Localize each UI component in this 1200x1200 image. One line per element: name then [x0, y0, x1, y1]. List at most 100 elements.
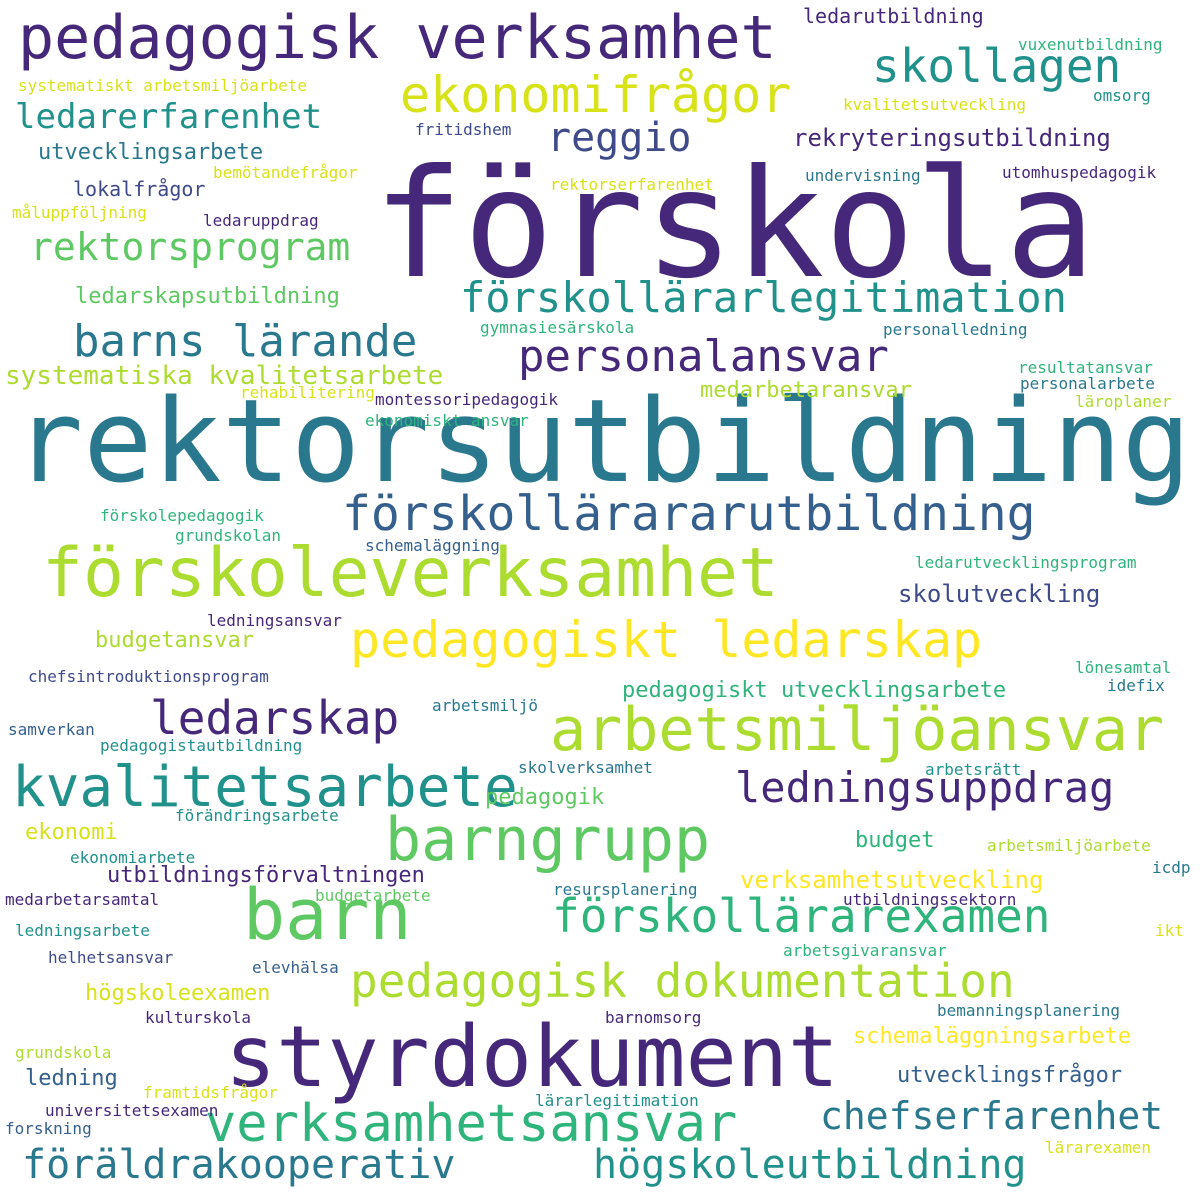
word-pedagogistautbildning: pedagogistautbildning: [100, 736, 303, 755]
word-hogskoleexamen: högskoleexamen: [85, 981, 271, 1006]
word-ledarutbildning: ledarutbildning: [803, 4, 984, 28]
word-schemalaggning: schemaläggning: [365, 536, 500, 555]
word-ledarskapsutbildning: ledarskapsutbildning: [75, 284, 340, 309]
word-skolutveckling: skolutveckling: [898, 580, 1101, 608]
word-bemanningsplanering: bemanningsplanering: [937, 1001, 1121, 1020]
word-resursplanering: resursplanering: [553, 880, 698, 899]
word-barnomsorg: barnomsorg: [605, 1008, 702, 1027]
word-bemotandefragor: bemötandefrågor: [213, 163, 358, 182]
word-ekonomiskt-ansvar: ekonomiskt ansvar: [365, 411, 529, 430]
word-medarbetarsamtal: medarbetarsamtal: [5, 890, 160, 909]
word-verksamhetsansvar: verksamhetsansvar: [205, 1094, 738, 1154]
word-universitetsexamen: universitetsexamen: [45, 1101, 219, 1120]
word-ikt: ikt: [1155, 921, 1184, 940]
word-chefsintroduktionsprogram: chefsintroduktionsprogram: [28, 667, 269, 686]
word-utvecklingsfragor: utvecklingsfrågor: [897, 1063, 1123, 1088]
word-ledningsansvar: ledningsansvar: [207, 611, 342, 630]
word-grundskola: grundskola: [15, 1043, 112, 1062]
word-pedagogisk-verksamhet: pedagogisk verksamhet: [18, 3, 777, 73]
word-kulturskola: kulturskola: [145, 1008, 251, 1027]
word-rehabilitering: rehabilitering: [240, 383, 375, 402]
word-samverkan: samverkan: [8, 720, 95, 739]
word-pedagogik: pedagogik: [485, 785, 605, 810]
word-barns-larande: barns lärande: [73, 316, 418, 367]
word-systematiska-kvalitetsarbete: systematiska kvalitetsarbete: [5, 361, 444, 391]
word-undervisning: undervisning: [805, 166, 921, 185]
word-ledarskap: ledarskap: [150, 691, 400, 745]
word-rekryteringsutbildning: rekryteringsutbildning: [793, 124, 1111, 152]
word-forskoleverksamhet: förskoleverksamhet: [42, 534, 779, 613]
word-lararexamen: lärarexamen: [1045, 1138, 1151, 1157]
word-personalansvar: personalansvar: [518, 331, 889, 382]
word-pedagogisk-dokumentation: pedagogisk dokumentation: [350, 954, 1015, 1008]
word-forskollarararutbildning: förskollärararutbildning: [342, 486, 1036, 542]
word-budget: budget: [855, 828, 935, 853]
word-pedagogiskt-utvecklingsarbete: pedagogiskt utvecklingsarbete: [622, 678, 1007, 703]
word-laroplaner: läroplaner: [1075, 392, 1172, 411]
word-pedagogiskt-ledarskap: pedagogiskt ledarskap: [350, 611, 983, 669]
word-personalarbete: personalarbete: [1020, 374, 1155, 393]
word-omsorg: omsorg: [1093, 86, 1151, 105]
word-rektorserfarenhet: rektorserfarenhet: [550, 175, 714, 194]
word-vuxenutbildning: vuxenutbildning: [1018, 35, 1163, 54]
word-skollagen: skollagen: [872, 39, 1122, 93]
word-utbildningsforvaltningen: utbildningsförvaltningen: [107, 863, 425, 888]
word-forskollararlegitimation: förskollärarlegitimation: [460, 273, 1067, 322]
word-ekonomifragor: ekonomifrågor: [400, 66, 792, 124]
word-grundskolan: grundskolan: [175, 526, 281, 545]
word-arbetsgivaransvar: arbetsgivaransvar: [783, 941, 947, 960]
word-arbetsmiljo: arbetsmiljö: [432, 696, 538, 715]
word-rektorsprogram: rektorsprogram: [30, 225, 351, 269]
word-ledning: ledning: [25, 1066, 118, 1091]
word-lararlegitimation: lärarlegitimation: [535, 1091, 699, 1110]
word-maluppfoljning: måluppföljning: [12, 203, 147, 222]
word-montessoripedagogik: montessoripedagogik: [375, 390, 559, 409]
word-idefix: idefix: [1107, 676, 1165, 695]
word-verksamhetsutveckling: verksamhetsutveckling: [740, 866, 1044, 894]
word-personalledning: personalledning: [883, 320, 1028, 339]
word-ledningsarbete: ledningsarbete: [15, 921, 150, 940]
word-foraldrakooperativ: föräldrakooperativ: [22, 1142, 456, 1188]
word-systematiskt-arbetsmiljoarbete: systematiskt arbetsmiljöarbete: [18, 76, 307, 95]
word-ledaruppdrag: ledaruppdrag: [203, 211, 319, 230]
word-reggio: reggio: [547, 115, 692, 161]
word-elevhalsa: elevhälsa: [252, 958, 339, 977]
word-budgetarbete: budgetarbete: [315, 886, 431, 905]
word-budgetansvar: budgetansvar: [95, 628, 254, 653]
word-utomhuspedagogik: utomhuspedagogik: [1002, 163, 1157, 182]
word-forskollararexamen: förskollärarexamen: [552, 889, 1051, 943]
word-lonesamtal: lönesamtal: [1075, 658, 1172, 677]
word-schemalaggningsarbete: schemaläggningsarbete: [853, 1024, 1132, 1049]
word-resultatansvar: resultatansvar: [1018, 358, 1153, 377]
word-barngrupp: barngrupp: [385, 805, 711, 875]
word-arbetsmiljoansvar: arbetsmiljöansvar: [550, 695, 1165, 765]
word-ekonomi: ekonomi: [25, 820, 118, 845]
word-lokalfragor: lokalfrågor: [73, 177, 206, 201]
word-utbildningssektorn: utbildningssektorn: [843, 890, 1017, 909]
word-skolverksamhet: skolverksamhet: [518, 758, 653, 777]
word-ledarutvecklingsprogram: ledarutvecklingsprogram: [915, 553, 1137, 572]
word-forskolepedagogik: förskolepedagogik: [100, 506, 264, 525]
word-barn: barn: [243, 874, 412, 956]
word-framtidsfragor: framtidsfrågor: [143, 1083, 278, 1102]
word-fritidshem: fritidshem: [415, 120, 512, 139]
word-hogskoleutbildning: högskoleutbildning: [593, 1142, 1027, 1188]
word-icdp: icdp: [1152, 858, 1191, 877]
word-utvecklingsarbete: utvecklingsarbete: [38, 140, 264, 165]
word-kvalitetsutveckling: kvalitetsutveckling: [843, 95, 1027, 114]
word-rektorsutbildning: rektorsutbildning: [14, 375, 1192, 509]
word-ledningsuppdrag: ledningsuppdrag: [735, 763, 1115, 812]
word-ledarerfarenhet: ledarerfarenhet: [15, 97, 323, 137]
word-forskola: förskola: [373, 138, 1096, 312]
word-forandringsarbete: förändringsarbete: [175, 806, 339, 825]
word-medarbetaransvar: medarbetaransvar: [700, 378, 912, 403]
word-ekonomiarbete: ekonomiarbete: [70, 848, 196, 867]
word-arbetsmiljoarbete: arbetsmiljöarbete: [987, 836, 1151, 855]
word-arbetsratt: arbetsrätt: [925, 760, 1022, 779]
word-helhetsansvar: helhetsansvar: [48, 948, 174, 967]
word-forskning: forskning: [5, 1119, 92, 1138]
word-styrdokument: styrdokument: [225, 1008, 840, 1107]
word-kvalitetsarbete: kvalitetsarbete: [12, 755, 518, 820]
word-chefserfarenhet: chefserfarenhet: [820, 1094, 1164, 1138]
